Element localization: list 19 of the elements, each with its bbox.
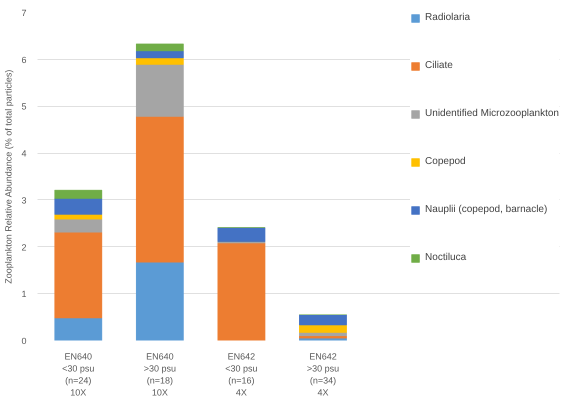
x-tick-label: EN642 <30 psu (n=16) 4X xyxy=(225,352,258,398)
x-tick-label: EN640 >30 psu (n=18) 10X xyxy=(144,352,176,398)
y-tick-label: 1 xyxy=(21,289,27,300)
x-tick-label: EN642 >30 psu (n=34) 4X xyxy=(306,352,340,398)
legend-label: Noctiluca xyxy=(425,252,466,263)
y-tick-label: 5 xyxy=(21,102,27,112)
y-tick-label: 7 xyxy=(21,8,27,18)
x-tick-label: EN640 <30 psu (n=24) 10X xyxy=(62,352,94,398)
legend-label: Ciliate xyxy=(425,60,453,71)
y-tick-label: 4 xyxy=(21,148,27,159)
y-tick-label: 2 xyxy=(21,242,27,252)
y-tick-label: 6 xyxy=(21,54,27,65)
legend-label: Nauplii (copepod, barnacle) xyxy=(425,204,548,215)
y-axis-title: Zooplankton Relative Abundance (% of total particles) xyxy=(3,70,14,284)
y-tick-label: 3 xyxy=(21,195,27,206)
legend-label: Radiolaria xyxy=(425,12,470,23)
y-tick-label: 0 xyxy=(21,336,27,346)
legend-label: Unidentified Microzooplankton xyxy=(425,108,559,119)
legend-label: Copepod xyxy=(425,156,466,167)
